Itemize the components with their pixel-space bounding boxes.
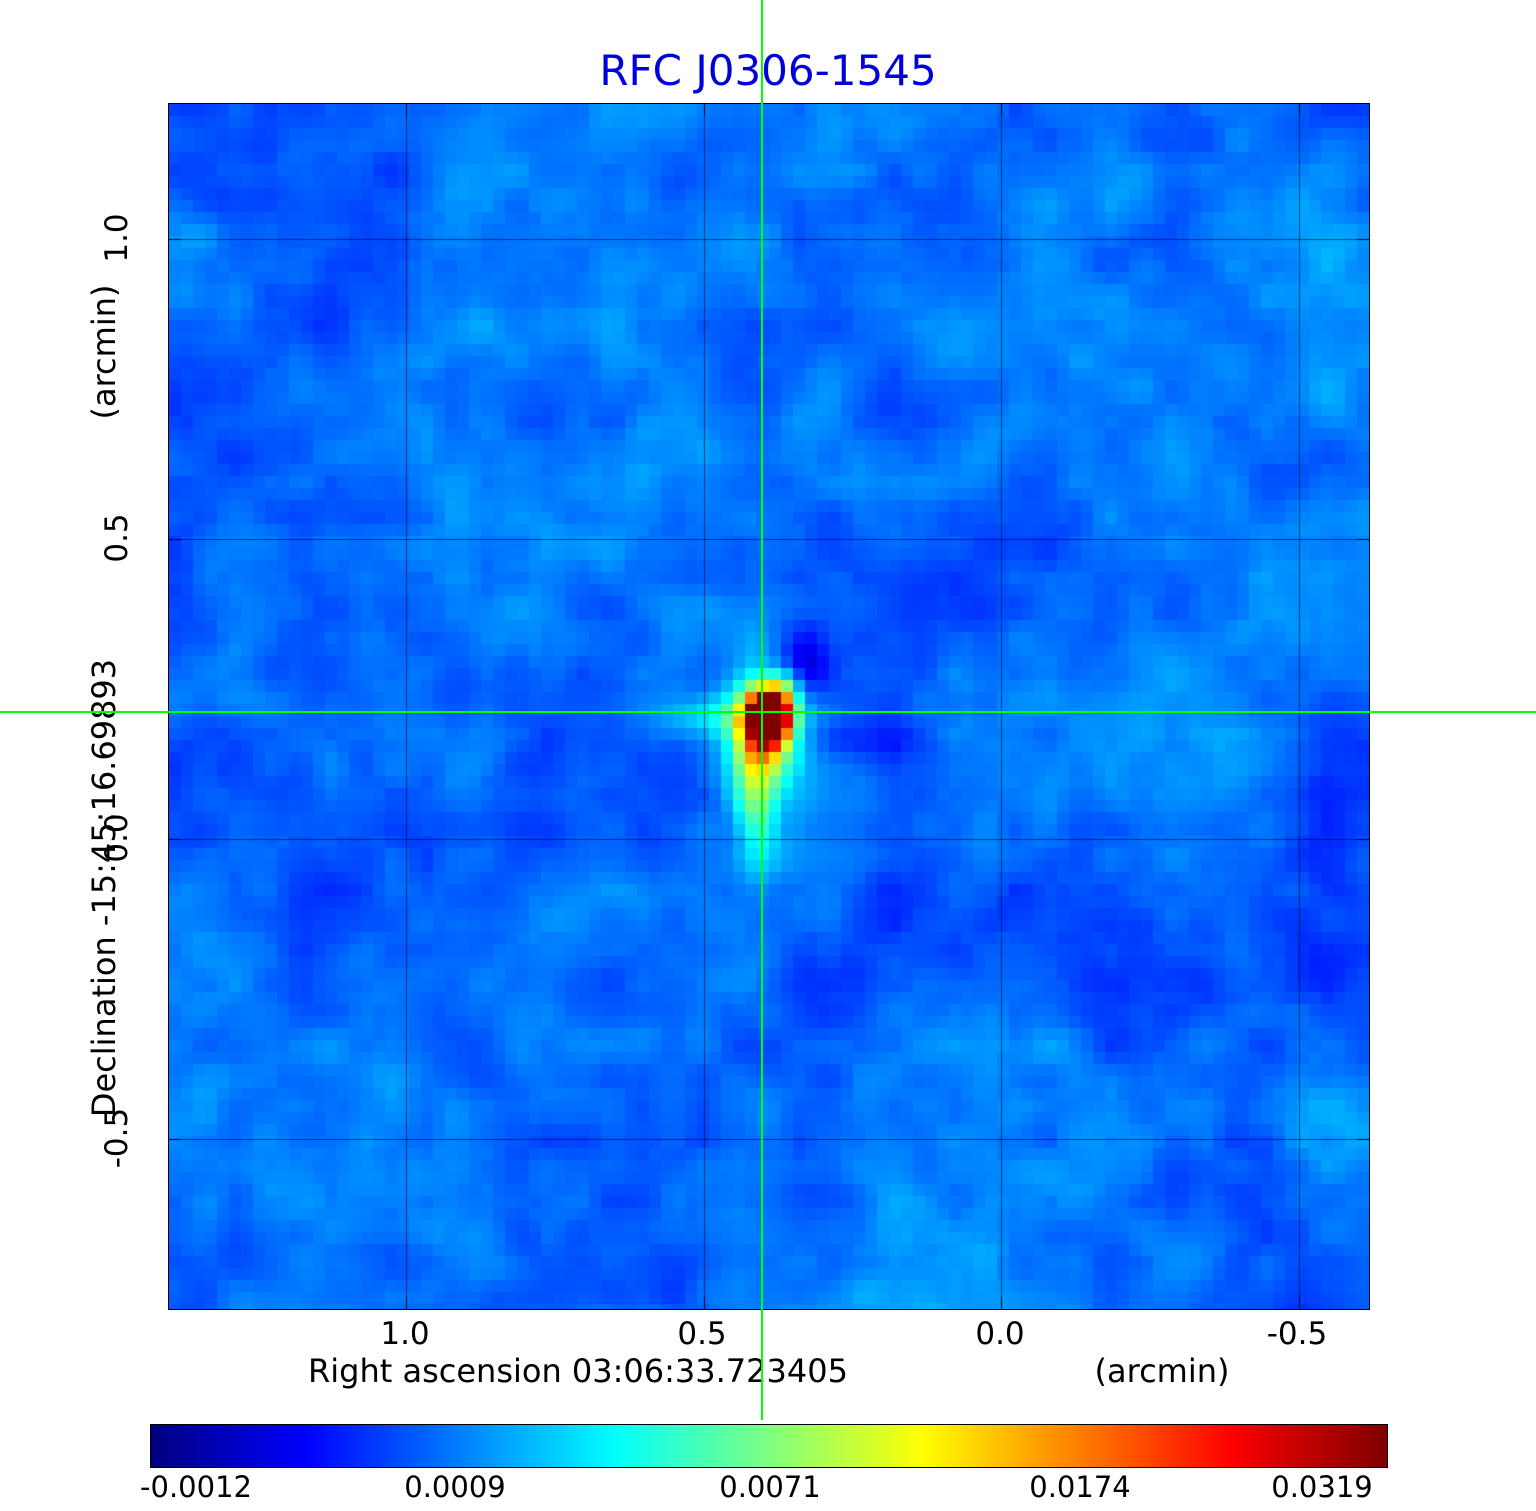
x-tick-label: -0.5 [1266,1316,1328,1352]
x-tick-label: 0.0 [975,1316,1025,1352]
colorbar-tick-label: 0.0071 [719,1470,821,1504]
crosshair-horizontal-line [0,711,1536,713]
y-tick-label: -0.5 [99,1107,135,1169]
crosshair-vertical-line [761,0,763,1420]
colorbar-tick-label: 0.0319 [1271,1470,1373,1504]
y-axis-unit-label: (arcmin) [85,284,123,420]
colorbar-tick-label: -0.0012 [140,1470,252,1504]
colorbar [150,1424,1388,1468]
x-axis-unit-label: (arcmin) [1094,1352,1230,1390]
y-tick-label: 0.5 [99,513,135,563]
page-title: RFC J0306-1545 [599,46,937,95]
y-axis-title-label: Declination -15:45:16.69893 [85,658,123,1118]
colorbar-gradient [151,1425,1387,1467]
colorbar-tick-label: 0.0174 [1029,1470,1131,1504]
x-tick-label: 1.0 [380,1316,430,1352]
heatmap-canvas [169,104,1369,1309]
sky-map-plot [168,103,1370,1310]
x-axis-title-label: Right ascension 03:06:33.723405 [308,1352,848,1390]
x-tick-label: 0.5 [677,1316,727,1352]
colorbar-tick-label: 0.0009 [404,1470,506,1504]
y-tick-label: 1.0 [99,213,135,263]
y-tick-label: 0.0 [99,813,135,863]
